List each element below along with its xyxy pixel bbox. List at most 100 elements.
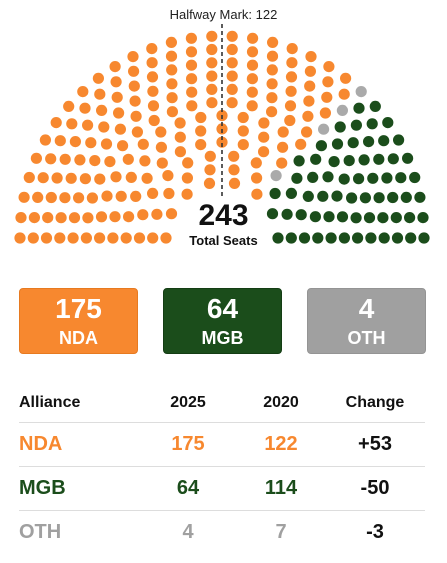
seat-dot: [373, 153, 385, 165]
seat-dot: [147, 85, 159, 97]
seat-dot: [336, 211, 349, 223]
seat-dot: [251, 188, 263, 200]
seat-dot: [363, 212, 376, 224]
seat-dot: [270, 170, 282, 182]
seat-dot: [206, 97, 218, 109]
seat-dot: [174, 146, 186, 158]
seat-dot: [266, 208, 279, 220]
seat-dot: [122, 153, 134, 165]
seat-dot: [111, 91, 123, 103]
seat-dot: [182, 157, 194, 169]
seat-dot: [387, 153, 399, 165]
seat-dot: [14, 232, 26, 244]
seat-dot: [353, 102, 365, 114]
seat-dot: [246, 59, 259, 71]
seat-dot: [334, 121, 346, 133]
row-name: OTH: [19, 510, 139, 554]
seat-dot: [165, 36, 177, 49]
seat-dot: [343, 155, 355, 167]
seat-dot: [382, 117, 394, 129]
seat-dot: [246, 100, 258, 112]
seat-dot: [277, 141, 289, 153]
seat-dot: [94, 173, 106, 185]
header-change: Change: [345, 394, 405, 411]
seat-dot: [309, 211, 321, 223]
seat-dot: [315, 140, 327, 152]
seat-dot: [400, 191, 412, 203]
seat-dot: [45, 153, 57, 165]
seat-dot: [322, 171, 334, 183]
seat-dot: [286, 57, 298, 69]
seat-dot: [42, 212, 54, 224]
seat-dot: [390, 212, 402, 224]
mgb-card-label: MGB: [201, 328, 244, 348]
seat-dot: [128, 65, 140, 77]
seat-dot: [321, 91, 333, 103]
seat-dot: [228, 177, 241, 189]
seat-dot: [206, 30, 218, 42]
seat-dot: [391, 232, 404, 244]
seat-dot: [367, 172, 379, 184]
seat-dot: [284, 114, 296, 127]
seat-dot: [203, 177, 216, 189]
seat-dot: [304, 65, 316, 77]
seat-dot: [369, 100, 381, 112]
seat-dot: [185, 46, 198, 58]
seat-dot: [148, 114, 160, 127]
seat-dot: [266, 92, 278, 104]
seat-dot: [322, 76, 334, 88]
seat-dot: [146, 71, 159, 83]
seat-dot: [266, 106, 278, 118]
seat-dot: [359, 192, 371, 204]
seat-dot: [40, 232, 53, 244]
seat-dot: [55, 212, 67, 224]
seat-dot: [301, 126, 313, 138]
seat-dot: [163, 187, 175, 200]
seat-dot: [165, 50, 178, 62]
row-change: -50: [325, 466, 425, 511]
seat-dot: [128, 80, 140, 92]
seat-dot: [77, 86, 89, 98]
seat-dot: [206, 57, 218, 69]
seat-dot: [228, 164, 240, 176]
seat-dot: [79, 102, 91, 114]
seat-dot: [266, 50, 279, 62]
seat-dot: [258, 146, 270, 158]
mgb-card-value: 64: [206, 293, 239, 324]
seat-dot: [50, 117, 62, 129]
seat-dot: [318, 123, 330, 135]
seat-dot: [137, 209, 149, 221]
seat-dot: [82, 212, 94, 224]
seat-dot: [54, 135, 66, 147]
seat-dot: [393, 134, 405, 146]
seat-dot: [101, 190, 113, 202]
seat-dot: [32, 191, 44, 203]
seat-dot: [162, 170, 174, 182]
seat-dot: [347, 137, 359, 149]
seat-dot: [54, 232, 66, 244]
seat-dot: [74, 154, 86, 166]
seat-dot: [276, 157, 288, 169]
seat-dot: [63, 100, 75, 112]
seat-dot: [247, 32, 259, 44]
header-2025: 2025: [170, 394, 206, 411]
seat-dot: [65, 172, 77, 184]
seat-dot: [15, 212, 27, 224]
seat-dot: [82, 119, 94, 131]
total-seats-label: Total Seats: [189, 233, 258, 248]
seat-dot: [51, 172, 63, 184]
seat-dot: [156, 157, 168, 169]
seat-dot: [246, 46, 259, 58]
seat-dot: [125, 171, 137, 183]
seat-dot: [115, 190, 127, 202]
seat-dot: [181, 188, 193, 200]
seat-dot: [216, 123, 228, 135]
seat-dot: [319, 107, 331, 119]
seat-dot: [251, 172, 263, 184]
seat-dot: [155, 126, 167, 138]
seat-dot: [310, 153, 322, 165]
seat-dot: [417, 212, 429, 224]
seat-dot: [185, 32, 197, 44]
seat-dot: [109, 61, 121, 73]
seat-dot: [59, 153, 71, 165]
